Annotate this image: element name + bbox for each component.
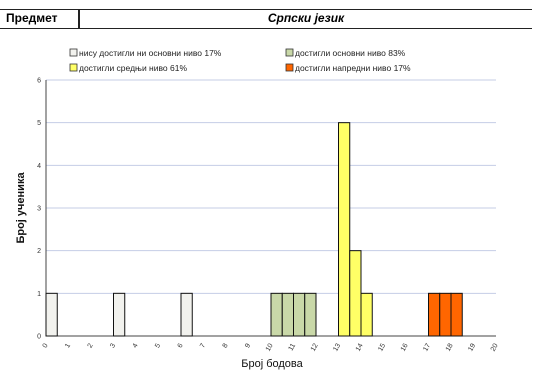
- bar: [293, 292, 306, 337]
- x-tick-label: 0: [42, 342, 50, 349]
- x-tick-label: 3: [109, 342, 117, 349]
- y-tick-label: 1: [37, 291, 41, 298]
- bar: [281, 292, 294, 337]
- x-tick-label: 20: [490, 342, 500, 352]
- x-tick-label: 10: [265, 342, 275, 352]
- x-tick-label: 18: [445, 342, 455, 352]
- bar: [270, 292, 283, 337]
- bar: [113, 292, 126, 337]
- y-tick-label: 3: [37, 206, 41, 213]
- x-tick-label: 15: [377, 342, 387, 352]
- x-tick-label: 9: [244, 342, 252, 349]
- subject-label: Предмет: [6, 11, 58, 25]
- bar: [180, 292, 193, 337]
- x-tick-label: 19: [467, 342, 477, 352]
- x-tick-label: 8: [222, 342, 230, 349]
- x-tick-label: 13: [332, 342, 342, 352]
- x-tick-label: 14: [355, 342, 365, 352]
- bar: [428, 292, 441, 337]
- legend-label: достигли напредни ниво 17%: [295, 63, 411, 73]
- x-tick-label: 2: [87, 342, 95, 349]
- bar: [439, 292, 452, 337]
- bar: [45, 292, 58, 337]
- bar: [360, 292, 373, 337]
- y-axis-title: Број ученика: [15, 172, 27, 244]
- bar: [349, 250, 362, 337]
- bar: [304, 292, 317, 337]
- legend-swatch: [285, 63, 294, 72]
- legend-swatch: [69, 63, 78, 72]
- legend-label: достигли средњи ниво 61%: [79, 63, 187, 73]
- subject-value: Српски језик: [267, 11, 345, 25]
- y-tick-label: 2: [37, 248, 41, 255]
- x-axis-title: Број бодова: [241, 358, 303, 370]
- y-tick-label: 6: [37, 78, 41, 85]
- x-tick-label: 1: [64, 342, 72, 349]
- x-tick-label: 6: [177, 342, 185, 349]
- legend-swatch: [69, 48, 78, 57]
- subject-header: Предмет Српски језик: [0, 9, 532, 29]
- x-tick-label: 12: [310, 342, 320, 352]
- legend-label: нису достигли ни основни ниво 17%: [79, 48, 222, 58]
- y-tick-label: 0: [37, 334, 41, 341]
- x-tick-label: 7: [199, 342, 207, 349]
- x-tick-label: 4: [132, 342, 140, 349]
- y-tick-label: 5: [37, 120, 41, 127]
- legend-swatch: [285, 48, 294, 57]
- legend-label: достигли основни ниво 83%: [295, 48, 406, 58]
- x-tick-label: 5: [154, 342, 162, 349]
- x-tick-label: 17: [422, 342, 432, 352]
- header-divider: [78, 10, 80, 28]
- x-tick-label: 16: [400, 342, 410, 352]
- y-tick-label: 4: [37, 163, 41, 170]
- bar: [450, 292, 463, 337]
- bar: [338, 122, 351, 337]
- x-tick-label: 11: [288, 342, 298, 352]
